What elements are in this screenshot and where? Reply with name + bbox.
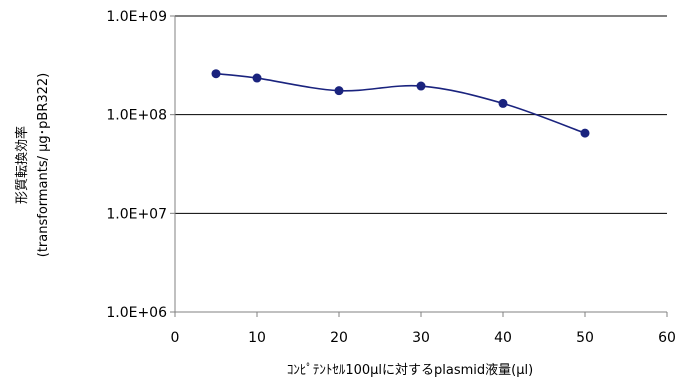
x-tick-label: 40 [494, 330, 512, 346]
x-axis-title: ｺﾝﾋﾟﾃﾝﾄｾﾙ100μlに対するplasmid液量(μl) [287, 363, 533, 378]
y-tick-label: 1.0E+07 [106, 206, 167, 222]
gridlines [175, 15, 667, 214]
data-point [211, 69, 221, 79]
data-point [334, 86, 344, 96]
y-tick-label: 1.0E+06 [106, 305, 167, 321]
data-point [252, 73, 262, 83]
x-tick-label: 20 [330, 330, 348, 346]
data-point [416, 81, 426, 91]
x-ticks: 0 10 20 30 40 50 60 [171, 312, 676, 346]
data-point [580, 128, 590, 138]
x-tick-label: 0 [171, 330, 180, 346]
x-tick-label: 30 [412, 330, 430, 346]
y-axis-subtitle: (transformants/ μg･pBR322) [36, 73, 51, 258]
y-tick-label: 1.0E+08 [106, 108, 167, 124]
x-tick-label: 60 [658, 330, 676, 346]
data-point [498, 98, 508, 108]
plot-area [175, 16, 667, 312]
series-points [211, 69, 590, 138]
x-tick-label: 50 [576, 330, 594, 346]
y-axis-title: 形質転換効率 [14, 126, 30, 204]
y-ticks: 1.0E+06 1.0E+07 1.0E+08 1.0E+09 [106, 9, 175, 321]
x-tick-label: 10 [248, 330, 266, 346]
y-tick-label: 1.0E+09 [106, 9, 167, 25]
